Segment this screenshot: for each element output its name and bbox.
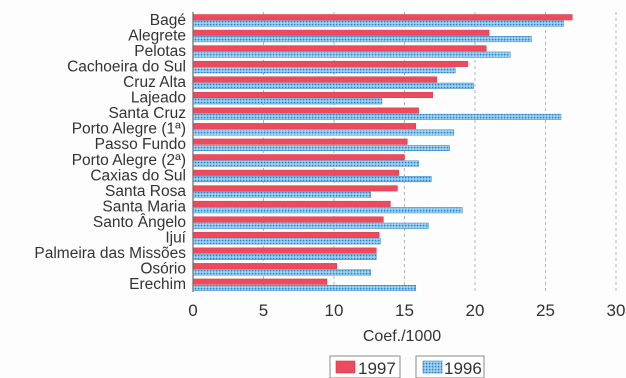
category-label-16: Osório <box>140 261 186 278</box>
bar-1996-11 <box>192 191 371 198</box>
x-tick-label-25: 25 <box>536 301 555 320</box>
bar-1996-9 <box>192 160 419 167</box>
legend: 1997 1996 <box>329 355 485 378</box>
bar-1996-6 <box>192 113 562 120</box>
legend-swatch-1996 <box>422 360 443 374</box>
x-tick-label-20: 20 <box>466 301 485 320</box>
category-label-13: Santo Ângelo <box>93 214 186 231</box>
x-axis-title: Coef./1000 <box>363 328 441 345</box>
bar-1996-12 <box>192 207 463 214</box>
bar-1996-17 <box>192 284 417 291</box>
bar-1997-5 <box>192 92 433 99</box>
bar-1996-16 <box>192 269 371 276</box>
category-label-6: Santa Cruz <box>108 105 186 122</box>
bar-1997-13 <box>192 216 384 223</box>
category-label-15: Palmeira das Missões <box>34 245 186 262</box>
bar-1996-5 <box>192 98 383 105</box>
category-label-7: Porto Alegre (1ª) <box>72 121 186 138</box>
legend-label-1997: 1997 <box>358 359 396 378</box>
bar-1997-3 <box>192 60 469 67</box>
bar-1997-0 <box>192 14 573 21</box>
grid <box>263 12 617 292</box>
bar-1997-1 <box>192 29 490 36</box>
category-label-3: Cachoeira do Sul <box>67 58 186 75</box>
bar-1996-2 <box>192 51 511 58</box>
category-label-0: Bagé <box>150 12 186 29</box>
bar-1997-4 <box>192 76 438 83</box>
x-tick-label-30: 30 <box>607 301 626 320</box>
category-label-14: Ijuí <box>165 230 186 247</box>
x-tick-label-0: 0 <box>188 301 197 320</box>
bar-1996-3 <box>192 67 456 74</box>
category-label-5: Lajeado <box>131 90 186 107</box>
legend-swatch-1997 <box>335 360 356 374</box>
category-label-4: Cruz Alta <box>123 74 186 91</box>
bar-1997-10 <box>192 169 400 176</box>
bar-1997-11 <box>192 185 398 192</box>
bar-1997-2 <box>192 45 487 52</box>
bar-1997-16 <box>192 263 338 270</box>
category-label-1: Alegrete <box>128 27 186 44</box>
category-label-12: Santa Maria <box>102 198 186 215</box>
x-tick-label-15: 15 <box>395 301 414 320</box>
bar-1996-4 <box>192 82 474 89</box>
x-tick-label-5: 5 <box>259 301 268 320</box>
bar-1996-0 <box>192 20 565 27</box>
legend-label-1996: 1996 <box>444 359 482 378</box>
bar-1996-1 <box>192 36 532 43</box>
bar-1996-10 <box>192 176 432 183</box>
x-tick-label-10: 10 <box>325 301 344 320</box>
category-label-10: Caxias do Sul <box>90 167 186 184</box>
x-axis: 0 5 10 15 20 25 30 <box>188 12 625 320</box>
bar-1996-13 <box>192 222 429 229</box>
bar-1997-15 <box>192 247 377 254</box>
bar-1996-15 <box>192 253 377 260</box>
bars <box>192 14 573 291</box>
category-label-8: Passo Fundo <box>95 136 186 153</box>
bar-1996-8 <box>192 144 450 151</box>
bar-1996-14 <box>192 238 381 245</box>
bar-1996-7 <box>192 129 455 136</box>
bar-1997-8 <box>192 138 408 145</box>
category-label-2: Pelotas <box>134 43 186 60</box>
bar-1997-17 <box>192 278 328 285</box>
category-label-9: Porto Alegre (2ª) <box>72 152 186 169</box>
category-label-11: Santa Rosa <box>105 183 186 200</box>
bar-1997-7 <box>192 123 417 130</box>
bar-1997-6 <box>192 107 419 114</box>
bar-1997-9 <box>192 154 405 161</box>
bar-1997-14 <box>192 232 380 239</box>
category-label-17: Erechim <box>129 276 186 293</box>
bar-1997-12 <box>192 200 391 207</box>
